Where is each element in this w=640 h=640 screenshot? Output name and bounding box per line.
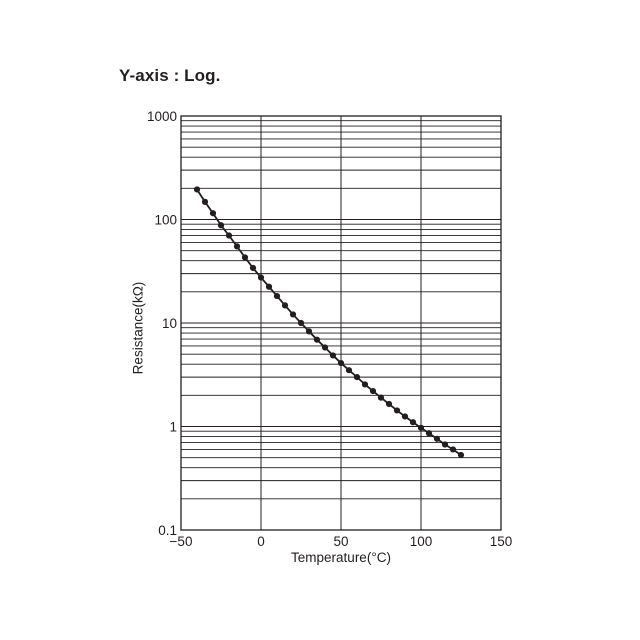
y-tick-label: 1000: [147, 109, 177, 124]
chart-tick-labels: −50 0 50 100 150 0.1 1 10 100 1000: [147, 109, 512, 549]
series-line: [196, 188, 462, 456]
chart-caption: Y-axis : Log.: [119, 66, 221, 85]
data-point: [321, 344, 329, 351]
plot-frame: [180, 115, 502, 531]
data-point: [345, 367, 353, 374]
data-point: [209, 210, 217, 217]
data-point: [217, 222, 225, 229]
x-tick-label: −50: [170, 534, 193, 549]
x-axis-label: Temperature(°C): [291, 550, 391, 565]
data-point: [385, 400, 393, 408]
data-point: [369, 387, 377, 395]
data-point: [313, 336, 321, 343]
x-tick-label: 150: [490, 534, 513, 549]
data-point: [249, 264, 257, 272]
data-point: [433, 435, 441, 442]
data-point: [241, 254, 249, 261]
data-point: [393, 407, 401, 414]
data-point: [305, 328, 313, 335]
data-point: [449, 446, 457, 453]
y-tick-label: 0.1: [158, 523, 177, 538]
chart-series: [193, 186, 465, 459]
data-point: [353, 374, 361, 381]
data-point: [225, 232, 233, 239]
data-point: [257, 274, 265, 281]
data-point: [273, 292, 281, 300]
data-point: [425, 430, 433, 437]
data-point: [281, 302, 289, 309]
data-point: [417, 424, 425, 431]
x-tick-label: 50: [333, 534, 348, 549]
data-point: [329, 352, 337, 359]
x-tick-label: 100: [410, 534, 433, 549]
data-point: [457, 451, 465, 459]
data-point: [337, 359, 345, 367]
data-point: [377, 394, 385, 401]
y-tick-label: 100: [154, 213, 177, 228]
y-tick-label: 1: [169, 420, 177, 435]
data-point: [401, 413, 409, 420]
y-tick-label: 10: [162, 316, 177, 331]
data-point: [233, 243, 241, 250]
data-point: [361, 381, 369, 388]
data-point: [265, 283, 273, 290]
chart-grid: [180, 115, 502, 531]
data-point: [193, 186, 201, 193]
data-point: [289, 311, 297, 318]
data-point: [201, 198, 209, 205]
data-point: [409, 419, 417, 426]
x-tick-label: 0: [257, 534, 265, 549]
data-point: [441, 441, 449, 448]
data-point: [297, 319, 305, 327]
y-axis-label: Resistance(kΩ): [131, 282, 146, 375]
